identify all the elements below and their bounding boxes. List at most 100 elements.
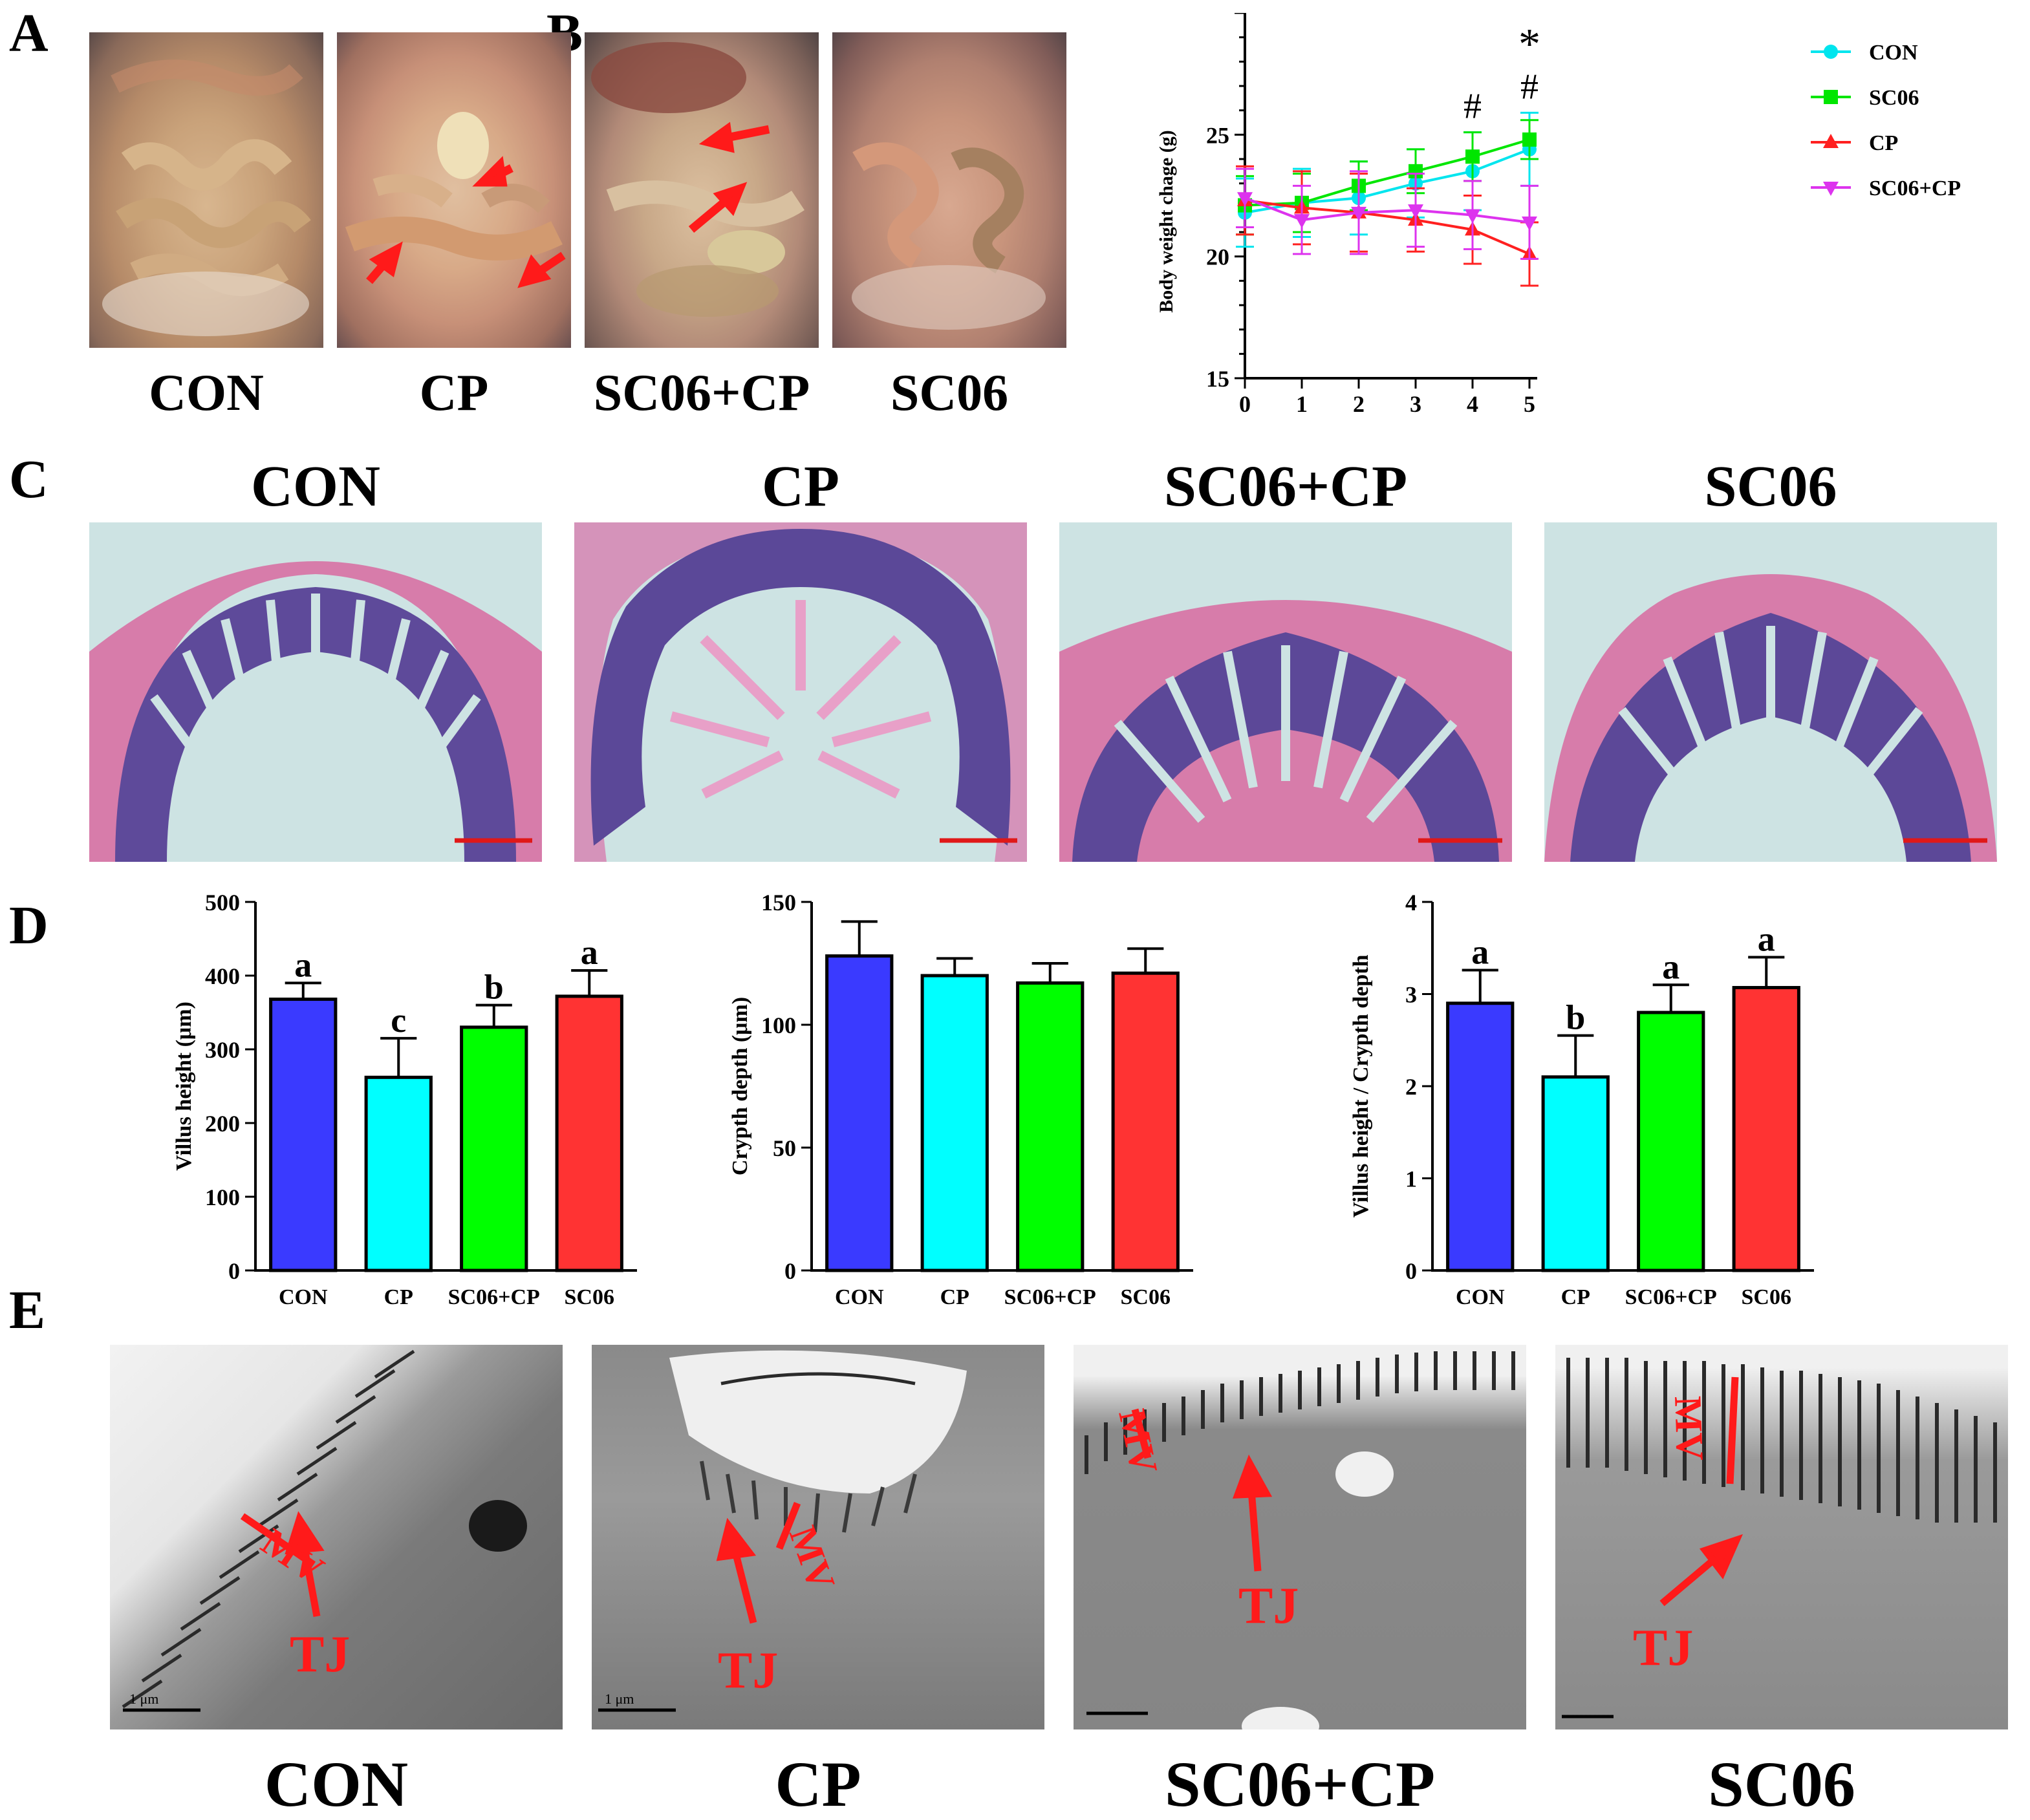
tem-con: MV TJ 1 μm <box>110 1345 563 1729</box>
b-point-sc06-cp <box>1294 214 1310 229</box>
b-legend-label-cp: CP <box>1869 131 1898 155</box>
b-y-tick-label: 20 <box>1206 244 1229 270</box>
annotation-tj-con: TJ <box>290 1626 350 1683</box>
d2-x-tick-label-sc06-cp: SC06+CP <box>1004 1285 1096 1309</box>
b-point-sc06 <box>1465 149 1480 164</box>
b-significance-mark: * <box>1518 19 1540 68</box>
caption-e-con: CON <box>264 1748 409 1820</box>
d1-y-tick-label: 0 <box>228 1258 240 1284</box>
d3-bar-cp <box>1541 1075 1610 1272</box>
d1-x-tick-label-cp: CP <box>384 1285 413 1309</box>
d1-bar-sc06-cp <box>460 1025 528 1272</box>
tem-cp: MV TJ 1 μm <box>592 1345 1044 1729</box>
b-point-sc06-cp <box>1351 206 1366 221</box>
d3-x-tick-label-sc06: SC06 <box>1742 1285 1791 1309</box>
caption-e-sc06cp: SC06+CP <box>1164 1748 1436 1820</box>
b-line-cp <box>1244 199 1530 255</box>
b-significance-mark: # <box>1463 87 1482 127</box>
annotation-mv-sc06: MV <box>1667 1395 1711 1461</box>
b-legend-label-con: CON <box>1869 41 1918 65</box>
histology-cp <box>574 522 1027 862</box>
d1-letter-sc06: a <box>581 933 598 972</box>
d1-bar-sc06 <box>555 994 623 1272</box>
d3-x-tick-label-con: CON <box>1456 1285 1505 1309</box>
tem-sc06cp: MV TJ <box>1074 1345 1526 1729</box>
caption-a-con: CON <box>149 365 264 422</box>
d2-bar-sc06 <box>1111 971 1180 1272</box>
b-legend-marker-cp <box>1823 134 1839 148</box>
d1-y-axis-label: Villus height (μm) <box>172 1001 196 1171</box>
d3-y-tick-label: 2 <box>1405 1074 1417 1100</box>
b-y-tick-label: 15 <box>1206 366 1229 392</box>
b-legend-label-sc06: SC06 <box>1869 86 1919 110</box>
d1-y-tick-label: 500 <box>205 890 240 915</box>
d1-x-tick-label-con: CON <box>279 1285 328 1309</box>
d1-x-tick-label-sc06: SC06 <box>565 1285 614 1309</box>
b-x-tick-label: 2 <box>1353 391 1365 417</box>
d3-letter-con: a <box>1471 932 1489 971</box>
d1-letter-con: a <box>294 945 312 984</box>
d3-x-tick-label-sc06-cp: SC06+CP <box>1625 1285 1717 1309</box>
b-x-tick-label: 4 <box>1467 391 1478 417</box>
d2-x-tick-label-cp: CP <box>940 1285 969 1309</box>
caption-c-cp: CP <box>762 455 839 519</box>
d3-letter-sc06-cp: a <box>1662 947 1679 986</box>
b-legend-label-sc06-cp: SC06+CP <box>1869 177 1961 200</box>
d3-y-tick-label: 0 <box>1405 1258 1417 1284</box>
panel-label-c: C <box>9 449 49 509</box>
d2-bar-cp <box>920 974 989 1272</box>
d3-letter-cp: b <box>1566 998 1585 1037</box>
d1-bar-con <box>269 997 338 1272</box>
b-series-sc06-cp <box>1236 167 1539 260</box>
d2-y-tick-label: 0 <box>784 1258 796 1284</box>
annotation-mv-cp: MV <box>781 1521 843 1596</box>
photo-cp-abdomen <box>337 32 571 348</box>
d1-y-tick-label: 100 <box>205 1184 240 1210</box>
b-legend-marker-sc06-cp <box>1823 182 1839 196</box>
d1-bar-cp <box>364 1075 433 1272</box>
d2-y-tick-label: 150 <box>761 890 796 915</box>
d2-x-tick-label-con: CON <box>835 1285 884 1309</box>
d3-letter-sc06: a <box>1758 920 1775 959</box>
panel-label-a: A <box>9 3 49 63</box>
b-point-sc06-cp <box>1237 192 1253 207</box>
b-significance-mark: # <box>1520 67 1539 107</box>
chart-d3: 0 1 2 3 4 Villus height / Crypth depth CON a CP b… <box>1349 890 1814 1309</box>
panel-label-d: D <box>9 895 49 956</box>
b-y-tick-label: 25 <box>1206 122 1229 148</box>
chart-d1: 0 100 200 300 400 500 Villus height (μm) CON a CP… <box>172 890 637 1309</box>
caption-c-con: CON <box>251 455 380 519</box>
b-line-sc06-cp <box>1244 197 1530 224</box>
d2-y-tick-label: 50 <box>773 1135 796 1161</box>
caption-a-cp: CP <box>419 365 489 422</box>
caption-a-sc06cp: SC06+CP <box>593 365 810 422</box>
d1-letter-sc06-cp: b <box>484 968 504 1007</box>
annotation-tj-cp: TJ <box>718 1642 778 1699</box>
annotation-mv-sc06cp: MV <box>1110 1406 1165 1478</box>
caption-e-sc06: SC06 <box>1708 1748 1855 1820</box>
b-x-tick-label: 0 <box>1239 391 1251 417</box>
b-point-sc06-cp <box>1465 209 1480 224</box>
photo-con-abdomen <box>89 32 323 348</box>
d3-y-tick-label: 3 <box>1405 982 1417 1008</box>
scalebar-con: 1 μm <box>129 1691 158 1707</box>
histology-sc06 <box>1544 522 1997 862</box>
b-legend-marker-sc06 <box>1824 90 1838 104</box>
d1-y-tick-label: 400 <box>205 963 240 989</box>
b-x-tick-label: 1 <box>1296 391 1308 417</box>
d3-y-tick-label: 1 <box>1405 1166 1417 1192</box>
d2-x-tick-label-sc06: SC06 <box>1121 1285 1171 1309</box>
b-x-tick-label: 5 <box>1524 391 1535 417</box>
scalebar-cp: 1 μm <box>605 1691 634 1707</box>
d3-bar-sc06 <box>1732 986 1800 1272</box>
d3-y-axis-label: Villus height / Crypth depth <box>1349 955 1373 1218</box>
panel-label-e: E <box>9 1280 46 1340</box>
b-y-axis-label: Body weight chage (g) <box>1156 130 1177 312</box>
photo-sc06-abdomen <box>832 32 1066 348</box>
d2-bar-sc06-cp <box>1016 981 1085 1272</box>
chart-d2: 0 50 100 150 Crypth depth (μm) CON CP SC06+CP SC… <box>728 890 1193 1309</box>
b-legend-marker-con <box>1824 45 1838 59</box>
d3-x-tick-label-cp: CP <box>1561 1285 1590 1309</box>
caption-e-cp: CP <box>775 1748 861 1820</box>
